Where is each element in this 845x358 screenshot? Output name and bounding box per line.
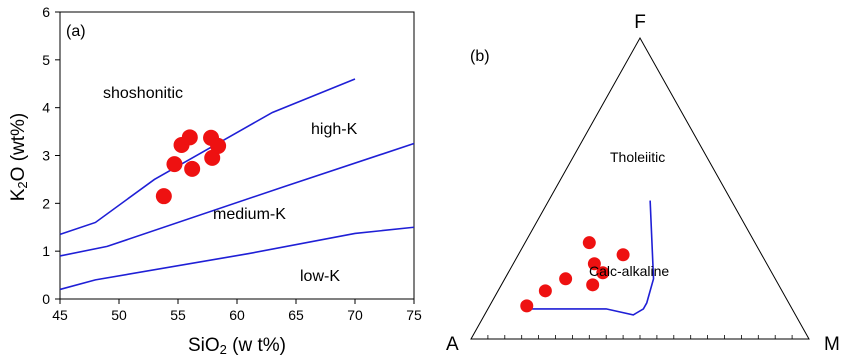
x-axis-ticks: 45 50 55 60 65 70 75 <box>52 299 422 323</box>
series-boundary-line <box>59 78 356 236</box>
sample-point <box>204 149 221 166</box>
tholeiitic-calc-alkaline-boundary <box>528 200 655 316</box>
field-label-low-k: low-K <box>300 268 340 285</box>
y-tick-label: 5 <box>42 52 50 68</box>
sample-point <box>596 266 610 280</box>
ternary-triangle <box>470 36 810 340</box>
panel-label-b: (b) <box>470 48 490 65</box>
y-tick-label: 0 <box>42 291 50 307</box>
x-tick-label: 55 <box>170 307 186 323</box>
y-tick-label: 1 <box>42 243 50 259</box>
field-label-shoshonitic: shoshonitic <box>103 85 183 102</box>
y-axis-ticks: 0 1 2 3 4 5 6 <box>42 4 60 307</box>
x-tick-label: 60 <box>229 307 245 323</box>
sample-point <box>586 278 600 292</box>
sample-point <box>184 160 201 177</box>
bottom-edge-ticks <box>487 335 793 339</box>
vertex-label-a: A <box>446 334 459 355</box>
sample-point <box>587 257 601 271</box>
series-boundary-line <box>59 226 415 291</box>
sample-point <box>155 188 172 205</box>
field-label-calc-alkaline: Calc-alkaline <box>589 263 669 279</box>
y-tick-label: 2 <box>42 195 50 211</box>
sample-points-b <box>520 236 630 313</box>
x-tick-label: 65 <box>288 307 304 323</box>
x-tick-label: 70 <box>347 307 363 323</box>
sample-point <box>520 299 534 313</box>
sample-points-a <box>155 129 227 205</box>
y-tick-label: 4 <box>42 100 50 116</box>
sample-point <box>582 236 596 250</box>
sample-point <box>210 137 227 154</box>
vertex-label-m: M <box>824 334 840 355</box>
y-tick-label: 3 <box>42 148 50 164</box>
field-label-tholeiitic: Tholeiitic <box>610 149 665 165</box>
x-tick-label: 45 <box>52 307 68 323</box>
sample-point <box>166 156 183 173</box>
panel-b: (b) F A M Tholeiitic Calc-alkaline <box>446 12 840 355</box>
y-axis-title: K2O (wt%) <box>8 113 30 202</box>
y-tick-label: 6 <box>42 4 50 20</box>
field-label-high-k: high-K <box>311 121 358 138</box>
sample-point <box>181 129 198 146</box>
field-label-medium-k: medium-K <box>213 206 286 223</box>
vertex-label-f: F <box>634 12 646 33</box>
x-axis-title: SiO2 (w t%) <box>188 335 286 357</box>
x-tick-label: 50 <box>111 307 127 323</box>
boundary-lines-a <box>59 78 415 291</box>
series-boundary-line <box>59 142 415 257</box>
sample-point <box>559 272 573 286</box>
sample-point <box>616 248 630 262</box>
boundary-line-b <box>528 200 655 316</box>
x-tick-label: 75 <box>406 307 422 323</box>
panel-label-a: (a) <box>66 23 86 40</box>
sample-point <box>538 284 552 298</box>
